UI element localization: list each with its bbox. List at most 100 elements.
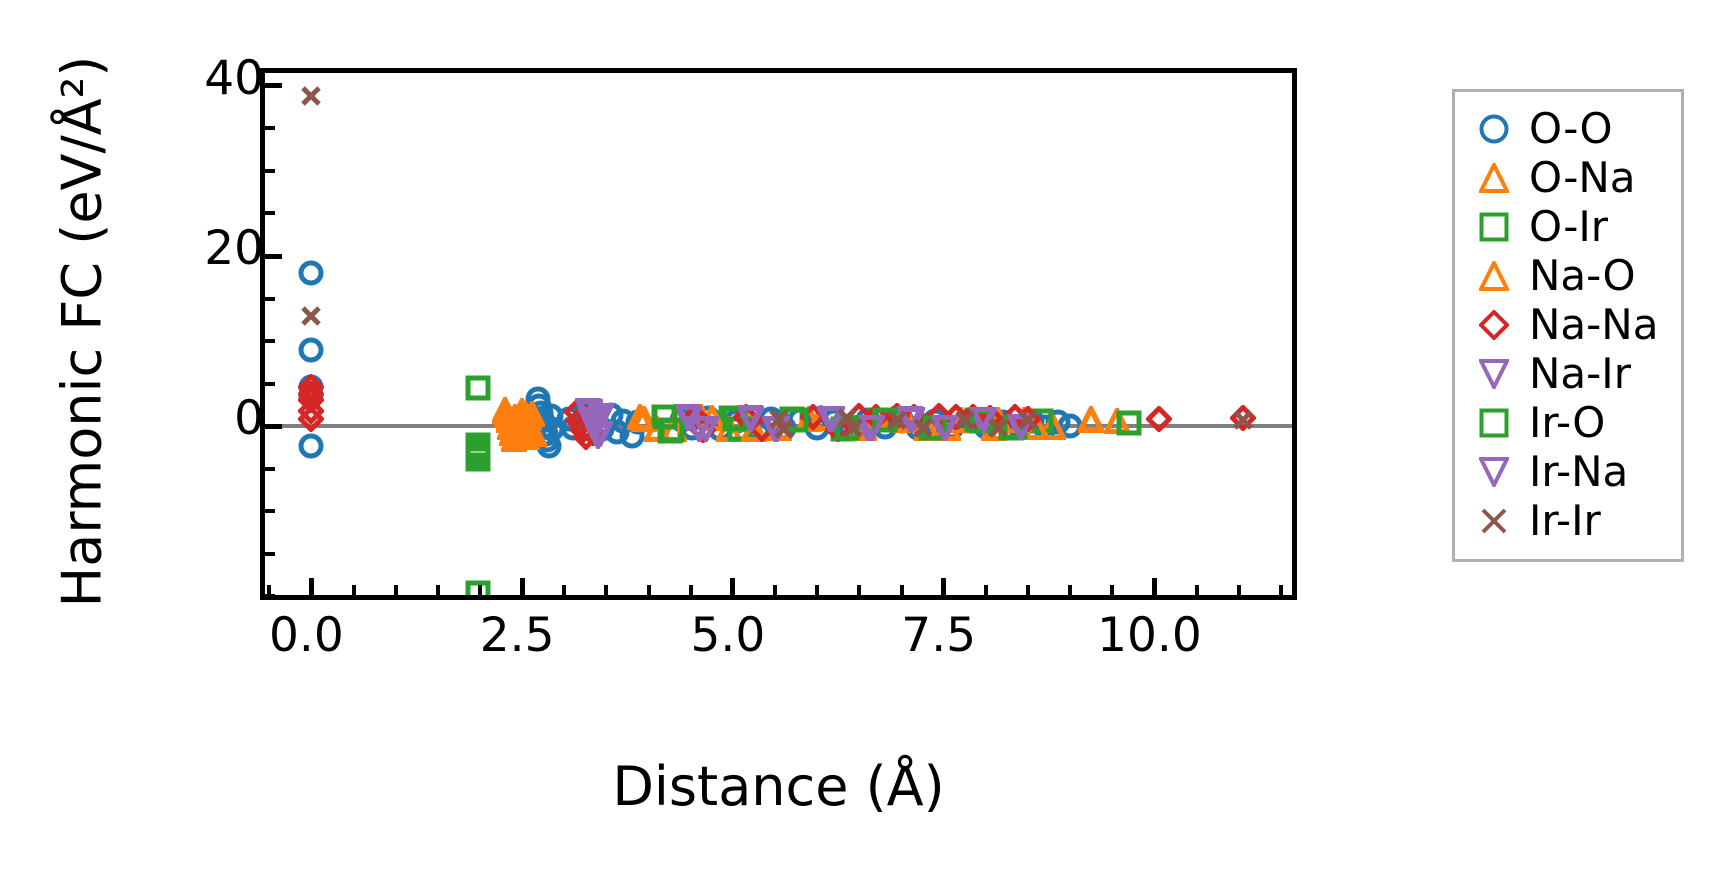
x-tick-minor <box>267 585 272 595</box>
legend-item-label: O-Na <box>1529 152 1636 202</box>
x-tick-major <box>1151 578 1157 595</box>
data-point-na-o <box>510 397 540 431</box>
x-icon <box>1471 506 1517 536</box>
data-point-ir-ir <box>298 83 324 113</box>
x-tick-minor <box>393 585 398 595</box>
x-tick-minor <box>815 585 820 595</box>
data-point-ir-na <box>930 414 960 445</box>
data-point-ir-ir <box>910 415 936 445</box>
data-point-ir-ir <box>298 303 324 333</box>
data-point-ir-o <box>465 439 491 469</box>
data-point-o-o <box>1045 409 1071 439</box>
data-point-na-o <box>1076 403 1106 437</box>
x-tick-major <box>941 578 947 595</box>
data-point-ir-na <box>817 406 847 436</box>
legend-item-ir-ir[interactable]: Ir-Ir <box>1455 496 1681 545</box>
data-point-ir-ir <box>985 415 1011 445</box>
legend-item-o-o[interactable]: O-O <box>1455 104 1681 153</box>
y-tick-minor <box>265 551 275 556</box>
data-point-o-na <box>1038 410 1068 444</box>
x-axis-title: Distance (Å) <box>612 755 945 818</box>
x-tick-minor <box>1110 585 1115 595</box>
legend-item-label: Ir-O <box>1529 397 1606 447</box>
data-point-na-na <box>297 405 326 436</box>
x-tick-major <box>519 578 525 595</box>
x-tick-major <box>730 578 736 595</box>
x-tick-major <box>308 578 314 595</box>
legend-item-na-na[interactable]: Na-Na <box>1455 300 1681 349</box>
legend-item-label: O-O <box>1529 103 1613 153</box>
x-tick-minor <box>646 585 651 595</box>
y-tick-major <box>265 83 282 89</box>
data-point-ir-o <box>465 375 491 405</box>
x-tick-minor <box>351 585 356 595</box>
y-tick-label: 20 <box>204 221 264 276</box>
data-point-ir-na <box>969 406 999 437</box>
y-tick-major <box>265 423 282 429</box>
legend-item-ir-o[interactable]: Ir-O <box>1455 398 1681 447</box>
data-point-o-na <box>1101 404 1132 438</box>
triangle-down-icon <box>1471 358 1517 389</box>
x-tick-minor <box>1068 585 1073 595</box>
data-point-na-na <box>297 397 326 428</box>
legend-item-label: Ir-Na <box>1529 446 1629 496</box>
square-icon <box>1471 212 1517 242</box>
x-tick-minor <box>435 585 440 595</box>
x-tick-minor <box>477 585 482 595</box>
x-tick-label: 7.5 <box>901 608 977 663</box>
x-tick-minor <box>562 585 567 595</box>
data-point-ir-ir <box>1015 407 1041 437</box>
data-point-ir-na <box>857 414 887 445</box>
y-tick-label: 40 <box>204 50 264 106</box>
data-point-ir-na <box>585 421 615 451</box>
legend-item-label: Na-Na <box>1529 299 1659 349</box>
data-point-ir-o <box>659 417 685 447</box>
triangle-up-icon <box>1471 260 1517 291</box>
data-point-na-o <box>625 401 655 434</box>
y-tick-minor <box>265 339 275 344</box>
legend-item-na-ir[interactable]: Na-Ir <box>1455 349 1681 398</box>
x-tick-minor <box>1194 585 1199 595</box>
triangle-up-icon <box>1471 162 1517 193</box>
data-point-ir-ir <box>840 415 866 445</box>
y-tick-minor <box>265 381 275 386</box>
legend-item-na-o[interactable]: Na-O <box>1455 251 1681 300</box>
x-tick-label: 0.0 <box>268 608 344 663</box>
data-point-na-na <box>1144 405 1173 436</box>
y-tick-minor <box>265 211 275 216</box>
x-tick-label: 10.0 <box>1097 608 1202 663</box>
x-tick-minor <box>688 585 693 595</box>
data-point-ir-na <box>691 416 721 446</box>
y-tick-minor <box>265 296 275 301</box>
y-tick-major <box>265 253 282 259</box>
y-tick-minor <box>265 509 275 514</box>
legend-box: O-O O-Na O-Ir Na-O Na-Na Na-Ir Ir-O Ir-Na Ir-Ir <box>1452 89 1684 562</box>
square-icon <box>1471 408 1517 438</box>
data-point-o-o <box>298 260 324 290</box>
y-tick-label: 0 <box>234 391 264 447</box>
legend-item-label: Ir-Ir <box>1529 495 1601 545</box>
y-tick-minor <box>265 594 275 599</box>
x-tick-minor <box>983 585 988 595</box>
data-point-na-o <box>515 414 545 448</box>
data-point-o-o <box>298 433 324 463</box>
x-tick-minor <box>857 585 862 595</box>
data-point-o-o <box>298 337 324 367</box>
legend-item-ir-na[interactable]: Ir-Na <box>1455 447 1681 496</box>
x-tick-minor <box>773 585 778 595</box>
y-tick-minor <box>265 126 275 131</box>
data-point-ir-ir <box>884 407 910 437</box>
legend-item-label: Na-O <box>1529 250 1636 300</box>
data-point-na-na <box>297 372 326 404</box>
data-point-o-ir <box>465 580 491 595</box>
legend-item-o-ir[interactable]: O-Ir <box>1455 202 1681 251</box>
y-tick-minor <box>265 466 275 471</box>
legend-item-o-na[interactable]: O-Na <box>1455 153 1681 202</box>
x-tick-minor <box>604 585 609 595</box>
x-tick-label: 2.5 <box>479 608 555 663</box>
legend-item-label: Na-Ir <box>1529 348 1631 398</box>
diamond-icon <box>1471 309 1517 340</box>
data-point-ir-ir <box>952 407 978 437</box>
data-point-ir-na <box>579 407 609 438</box>
circle-icon <box>1471 114 1517 144</box>
